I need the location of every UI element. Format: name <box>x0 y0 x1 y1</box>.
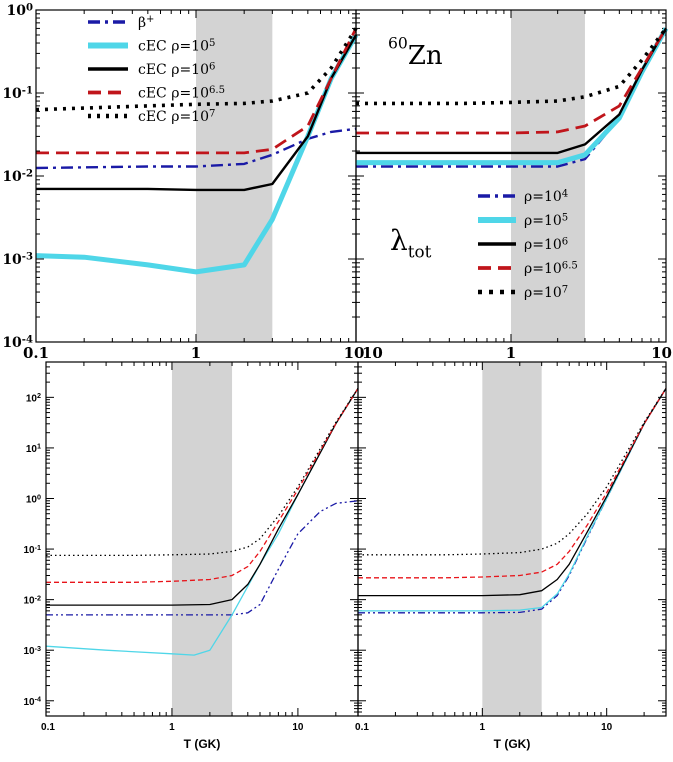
y-tick-label: 10-4 <box>23 695 41 708</box>
panel-bottom-right: 0.1 1 10 T (GK) <box>355 361 667 751</box>
series-line-3 <box>36 27 358 155</box>
panel-bottom-left: 0.1 1 10 10-4 10-3 10-2 10-1 100 101 102 T (GK) <box>23 361 359 751</box>
x-tick-label: 10 <box>651 344 672 362</box>
legend-label: ρ=106 <box>524 236 568 253</box>
series-line-2 <box>356 27 668 155</box>
y-tick-label: 102 <box>26 391 41 404</box>
legend-label: ρ=106.5 <box>524 260 578 277</box>
quantity-label: λtot <box>390 224 432 262</box>
plot-frame <box>357 361 667 717</box>
series-line-4 <box>35 27 358 112</box>
x-tick-label: 1 <box>480 722 486 733</box>
y-tick-label: 10-4 <box>2 334 33 351</box>
series-line-3 <box>358 388 667 579</box>
x-axis-label: T (GK) <box>184 737 221 751</box>
legend-label: cEC ρ=106.5 <box>138 85 225 102</box>
y-tick-label: 100 <box>26 492 41 505</box>
y-tick-label: 10-2 <box>23 593 41 606</box>
y-tick-label: 10-1 <box>2 85 33 102</box>
x-axis-label: T (GK) <box>494 737 531 751</box>
x-tick-label: 1 <box>506 344 516 362</box>
panel-top-right: 10 1 10 60Zn λtot ρ=104 ρ=105 ρ=106 ρ=106.5 ρ=107 <box>355 9 672 362</box>
y-tick-label: 101 <box>26 442 41 455</box>
shaded-band <box>171 362 233 716</box>
shaded-band <box>511 10 585 342</box>
series-line-2 <box>46 388 359 606</box>
y-tick-label: 10-3 <box>23 644 41 657</box>
plot-frame <box>355 9 667 343</box>
y-tick-label: 10-1 <box>23 543 41 556</box>
series-line-3 <box>46 388 359 583</box>
legend-label: cEC ρ=105 <box>138 38 215 55</box>
x-tick-label: 10 <box>344 344 365 362</box>
y-tick-label: 10-3 <box>2 251 33 268</box>
x-tick-label: 10 <box>601 722 613 733</box>
x-tick-label: 10 <box>292 722 304 733</box>
legend-label: ρ=104 <box>524 188 568 205</box>
series-line-2 <box>358 388 667 597</box>
panel-top-left: 0.1 1 10 10-4 10-3 10-2 10-1 100 β+ cEC ρ=105 cEC … <box>2 2 364 362</box>
x-tick-label: 1 <box>191 344 201 362</box>
shaded-band <box>196 10 273 342</box>
legend-label: ρ=105 <box>524 212 568 229</box>
x-tick-label: 1 <box>169 722 175 733</box>
nuclide-label: 60Zn <box>388 35 443 72</box>
legend-label: cEC ρ=106 <box>138 61 215 78</box>
series-line-0 <box>46 500 359 616</box>
shaded-band <box>482 362 542 716</box>
series-line-4 <box>46 388 359 557</box>
x-tick-label: 0.1 <box>355 722 369 733</box>
y-tick-label: 10-2 <box>2 168 33 185</box>
legend-label: ρ=107 <box>524 284 568 301</box>
legend-label: β+ <box>138 14 154 31</box>
x-tick-label: 0.1 <box>41 722 55 733</box>
y-tick-label: 100 <box>7 2 34 19</box>
legend-label: cEC ρ=107 <box>138 108 215 125</box>
x-tick-label: 0.1 <box>23 344 49 362</box>
series-line-3 <box>356 27 668 135</box>
x-tick-label: 10 <box>362 344 383 362</box>
series-line-0 <box>35 127 357 170</box>
